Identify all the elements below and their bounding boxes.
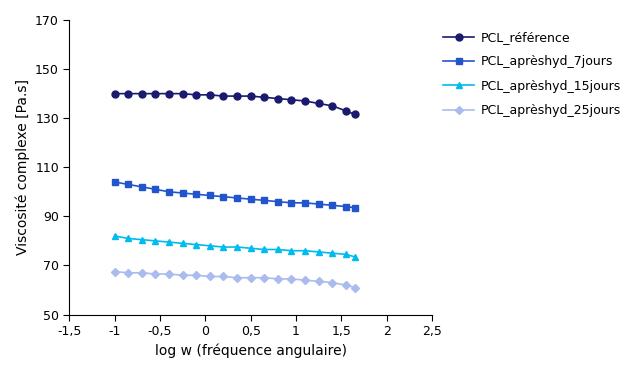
PCL_référence [247,94,254,98]
PCL_référence [152,91,160,96]
PCL_référence [138,91,146,96]
PCL_aprèshyd_15jours [315,250,322,254]
PCL_aprèshyd_7jours [233,196,241,200]
PCL_aprèshyd_15jours [192,242,200,247]
PCL_aprèshyd_7jours [301,201,309,205]
PCL_aprèshyd_15jours [165,240,173,244]
PCL_aprèshyd_25jours [288,277,296,281]
PCL_aprèshyd_15jours [220,245,228,249]
PCL_aprèshyd_25jours [179,273,187,278]
PCL_référence [233,94,241,98]
PCL_référence [192,93,200,97]
PCL_aprèshyd_25jours [152,272,160,276]
PCL_aprèshyd_15jours [301,248,309,253]
PCL_aprèshyd_25jours [328,280,336,285]
PCL_aprèshyd_7jours [152,187,160,192]
PCL_aprèshyd_15jours [351,255,359,259]
PCL_référence [328,104,336,108]
PCL_référence [301,99,309,103]
PCL_aprèshyd_7jours [179,191,187,195]
PCL_aprèshyd_7jours [247,197,254,201]
PCL_référence [206,93,213,97]
PCL_aprèshyd_7jours [260,198,268,203]
PCL_aprèshyd_7jours [111,180,119,184]
PCL_aprèshyd_25jours [192,273,200,278]
PCL_aprèshyd_15jours [342,252,350,257]
PCL_aprèshyd_25jours [260,276,268,280]
PCL_aprèshyd_25jours [342,283,350,287]
PCL_aprèshyd_7jours [138,185,146,189]
PCL_aprèshyd_7jours [124,182,132,186]
PCL_aprèshyd_15jours [111,234,119,238]
PCL_aprèshyd_25jours [138,270,146,275]
PCL_référence [165,91,173,96]
PCL_aprèshyd_7jours [288,201,296,205]
PCL_aprèshyd_25jours [315,279,322,283]
Legend: PCL_référence, PCL_aprèshyd_7jours, PCL_aprèshyd_15jours, PCL_aprèshyd_25jours: PCL_référence, PCL_aprèshyd_7jours, PCL_… [438,26,626,122]
Y-axis label: Viscosité complexe [Pa.s]: Viscosité complexe [Pa.s] [15,79,29,255]
X-axis label: log w (fréquence angulaire): log w (fréquence angulaire) [154,344,347,358]
Line: PCL_aprèshyd_7jours: PCL_aprèshyd_7jours [111,179,358,211]
PCL_référence [315,101,322,106]
PCL_aprèshyd_25jours [247,276,254,280]
Line: PCL_référence: PCL_référence [111,90,358,118]
PCL_aprèshyd_25jours [206,274,213,279]
PCL_aprèshyd_25jours [220,274,228,279]
PCL_aprèshyd_7jours [315,202,322,206]
PCL_aprèshyd_25jours [165,272,173,276]
PCL_aprèshyd_25jours [301,278,309,282]
PCL_aprèshyd_15jours [124,236,132,241]
PCL_aprèshyd_25jours [111,269,119,274]
Line: PCL_aprèshyd_25jours: PCL_aprèshyd_25jours [112,269,358,290]
PCL_aprèshyd_15jours [260,247,268,252]
PCL_aprèshyd_15jours [288,248,296,253]
PCL_aprèshyd_15jours [233,245,241,249]
PCL_référence [111,91,119,96]
PCL_aprèshyd_7jours [165,189,173,194]
PCL_aprèshyd_7jours [192,192,200,197]
PCL_aprèshyd_7jours [342,204,350,209]
PCL_référence [288,97,296,102]
PCL_aprèshyd_15jours [274,247,281,252]
PCL_aprèshyd_7jours [220,194,228,199]
PCL_référence [342,109,350,113]
PCL_référence [274,96,281,101]
PCL_aprèshyd_15jours [138,238,146,242]
PCL_aprèshyd_15jours [328,251,336,256]
PCL_aprèshyd_7jours [274,200,281,204]
PCL_aprèshyd_15jours [247,246,254,251]
PCL_aprèshyd_7jours [328,203,336,207]
PCL_aprèshyd_25jours [124,270,132,275]
PCL_référence [260,95,268,100]
Line: PCL_aprèshyd_15jours: PCL_aprèshyd_15jours [111,232,358,260]
PCL_référence [124,91,132,96]
PCL_aprèshyd_25jours [233,276,241,280]
PCL_aprèshyd_7jours [351,206,359,210]
PCL_référence [351,112,359,117]
PCL_aprèshyd_15jours [179,241,187,245]
PCL_aprèshyd_15jours [152,239,160,243]
PCL_aprèshyd_25jours [274,277,281,281]
PCL_aprèshyd_15jours [206,244,213,248]
PCL_référence [179,91,187,96]
PCL_aprèshyd_25jours [351,285,359,290]
PCL_aprèshyd_7jours [206,193,213,198]
PCL_référence [220,94,228,98]
